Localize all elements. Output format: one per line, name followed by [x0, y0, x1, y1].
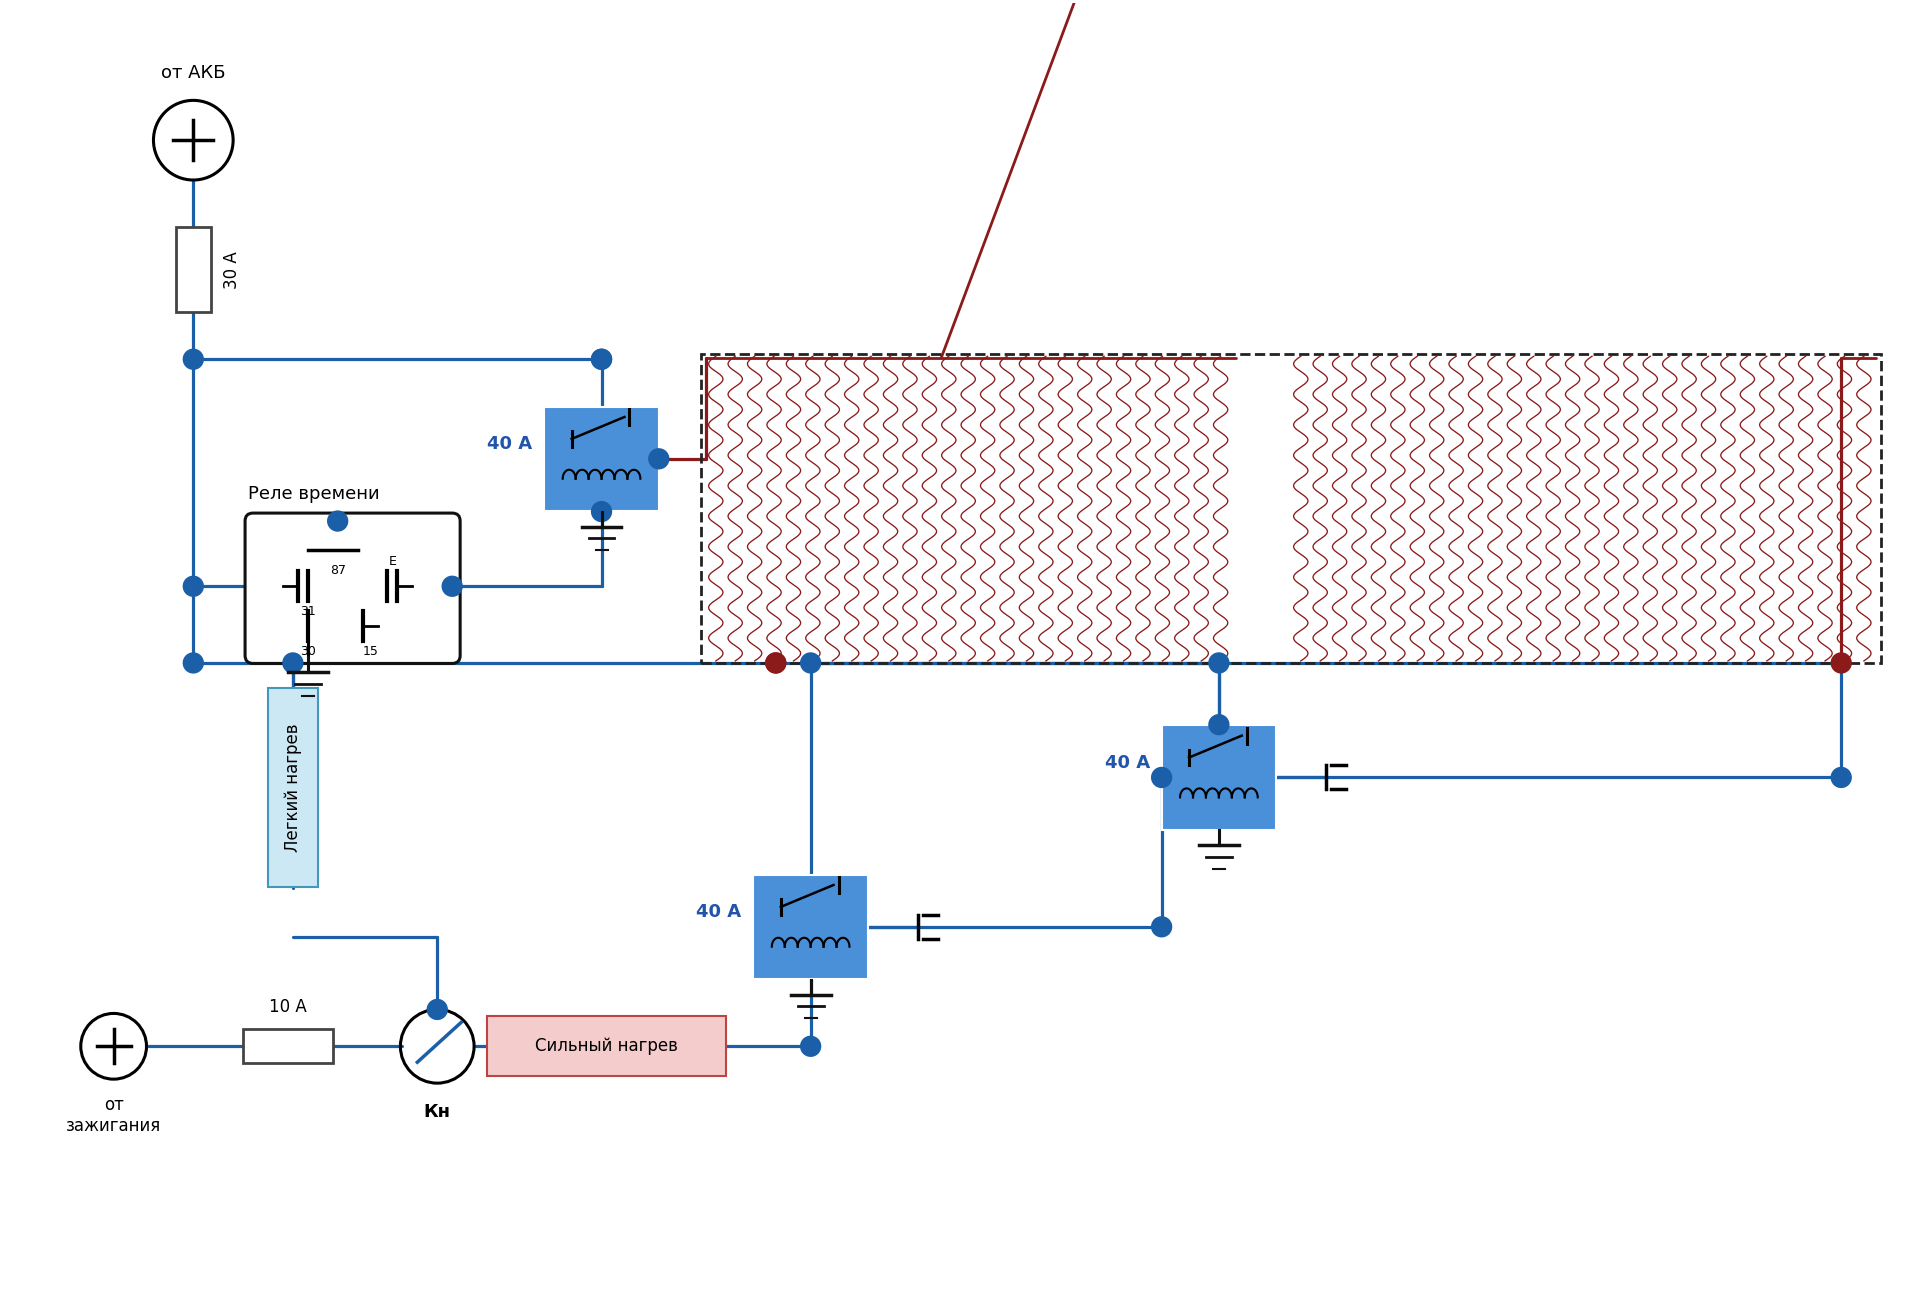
Circle shape — [182, 349, 204, 369]
Circle shape — [766, 653, 785, 672]
Circle shape — [282, 653, 303, 672]
Text: 30: 30 — [300, 645, 315, 658]
Circle shape — [766, 653, 785, 672]
Circle shape — [1832, 767, 1851, 788]
Circle shape — [1210, 653, 1229, 672]
Circle shape — [442, 576, 463, 596]
Circle shape — [591, 501, 611, 522]
Text: Реле времени: Реле времени — [248, 485, 380, 504]
FancyBboxPatch shape — [543, 406, 659, 511]
Text: 40 А: 40 А — [488, 435, 532, 453]
Text: от
зажигания: от зажигания — [65, 1096, 161, 1134]
Text: Сильный нагрев: Сильный нагрев — [536, 1037, 678, 1055]
FancyBboxPatch shape — [177, 227, 211, 313]
Circle shape — [1152, 916, 1171, 937]
Circle shape — [591, 349, 611, 369]
Circle shape — [328, 511, 348, 531]
Text: 10 А: 10 А — [269, 998, 307, 1016]
Circle shape — [1832, 653, 1851, 672]
Text: 40 А: 40 А — [697, 903, 741, 920]
Circle shape — [801, 653, 820, 672]
Circle shape — [1210, 715, 1229, 735]
Circle shape — [1152, 767, 1171, 788]
Text: E: E — [388, 556, 396, 569]
Text: Легкий нагрев: Легкий нагрев — [284, 723, 301, 851]
FancyBboxPatch shape — [246, 513, 461, 663]
Circle shape — [801, 1036, 820, 1057]
FancyBboxPatch shape — [244, 1029, 332, 1063]
Circle shape — [182, 576, 204, 596]
Text: 31: 31 — [300, 605, 315, 618]
Text: 40 А: 40 А — [1104, 754, 1150, 771]
Circle shape — [182, 653, 204, 672]
Text: от АКБ: от АКБ — [161, 65, 225, 83]
Text: 30 А: 30 А — [223, 251, 242, 288]
Circle shape — [649, 449, 668, 469]
FancyBboxPatch shape — [269, 688, 319, 887]
Text: 15: 15 — [363, 645, 378, 658]
FancyBboxPatch shape — [488, 1016, 726, 1076]
Text: Кн: Кн — [424, 1103, 451, 1121]
Text: 87: 87 — [330, 565, 346, 578]
FancyBboxPatch shape — [1162, 726, 1277, 829]
FancyBboxPatch shape — [753, 875, 868, 979]
Circle shape — [591, 349, 611, 369]
Circle shape — [428, 999, 447, 1019]
